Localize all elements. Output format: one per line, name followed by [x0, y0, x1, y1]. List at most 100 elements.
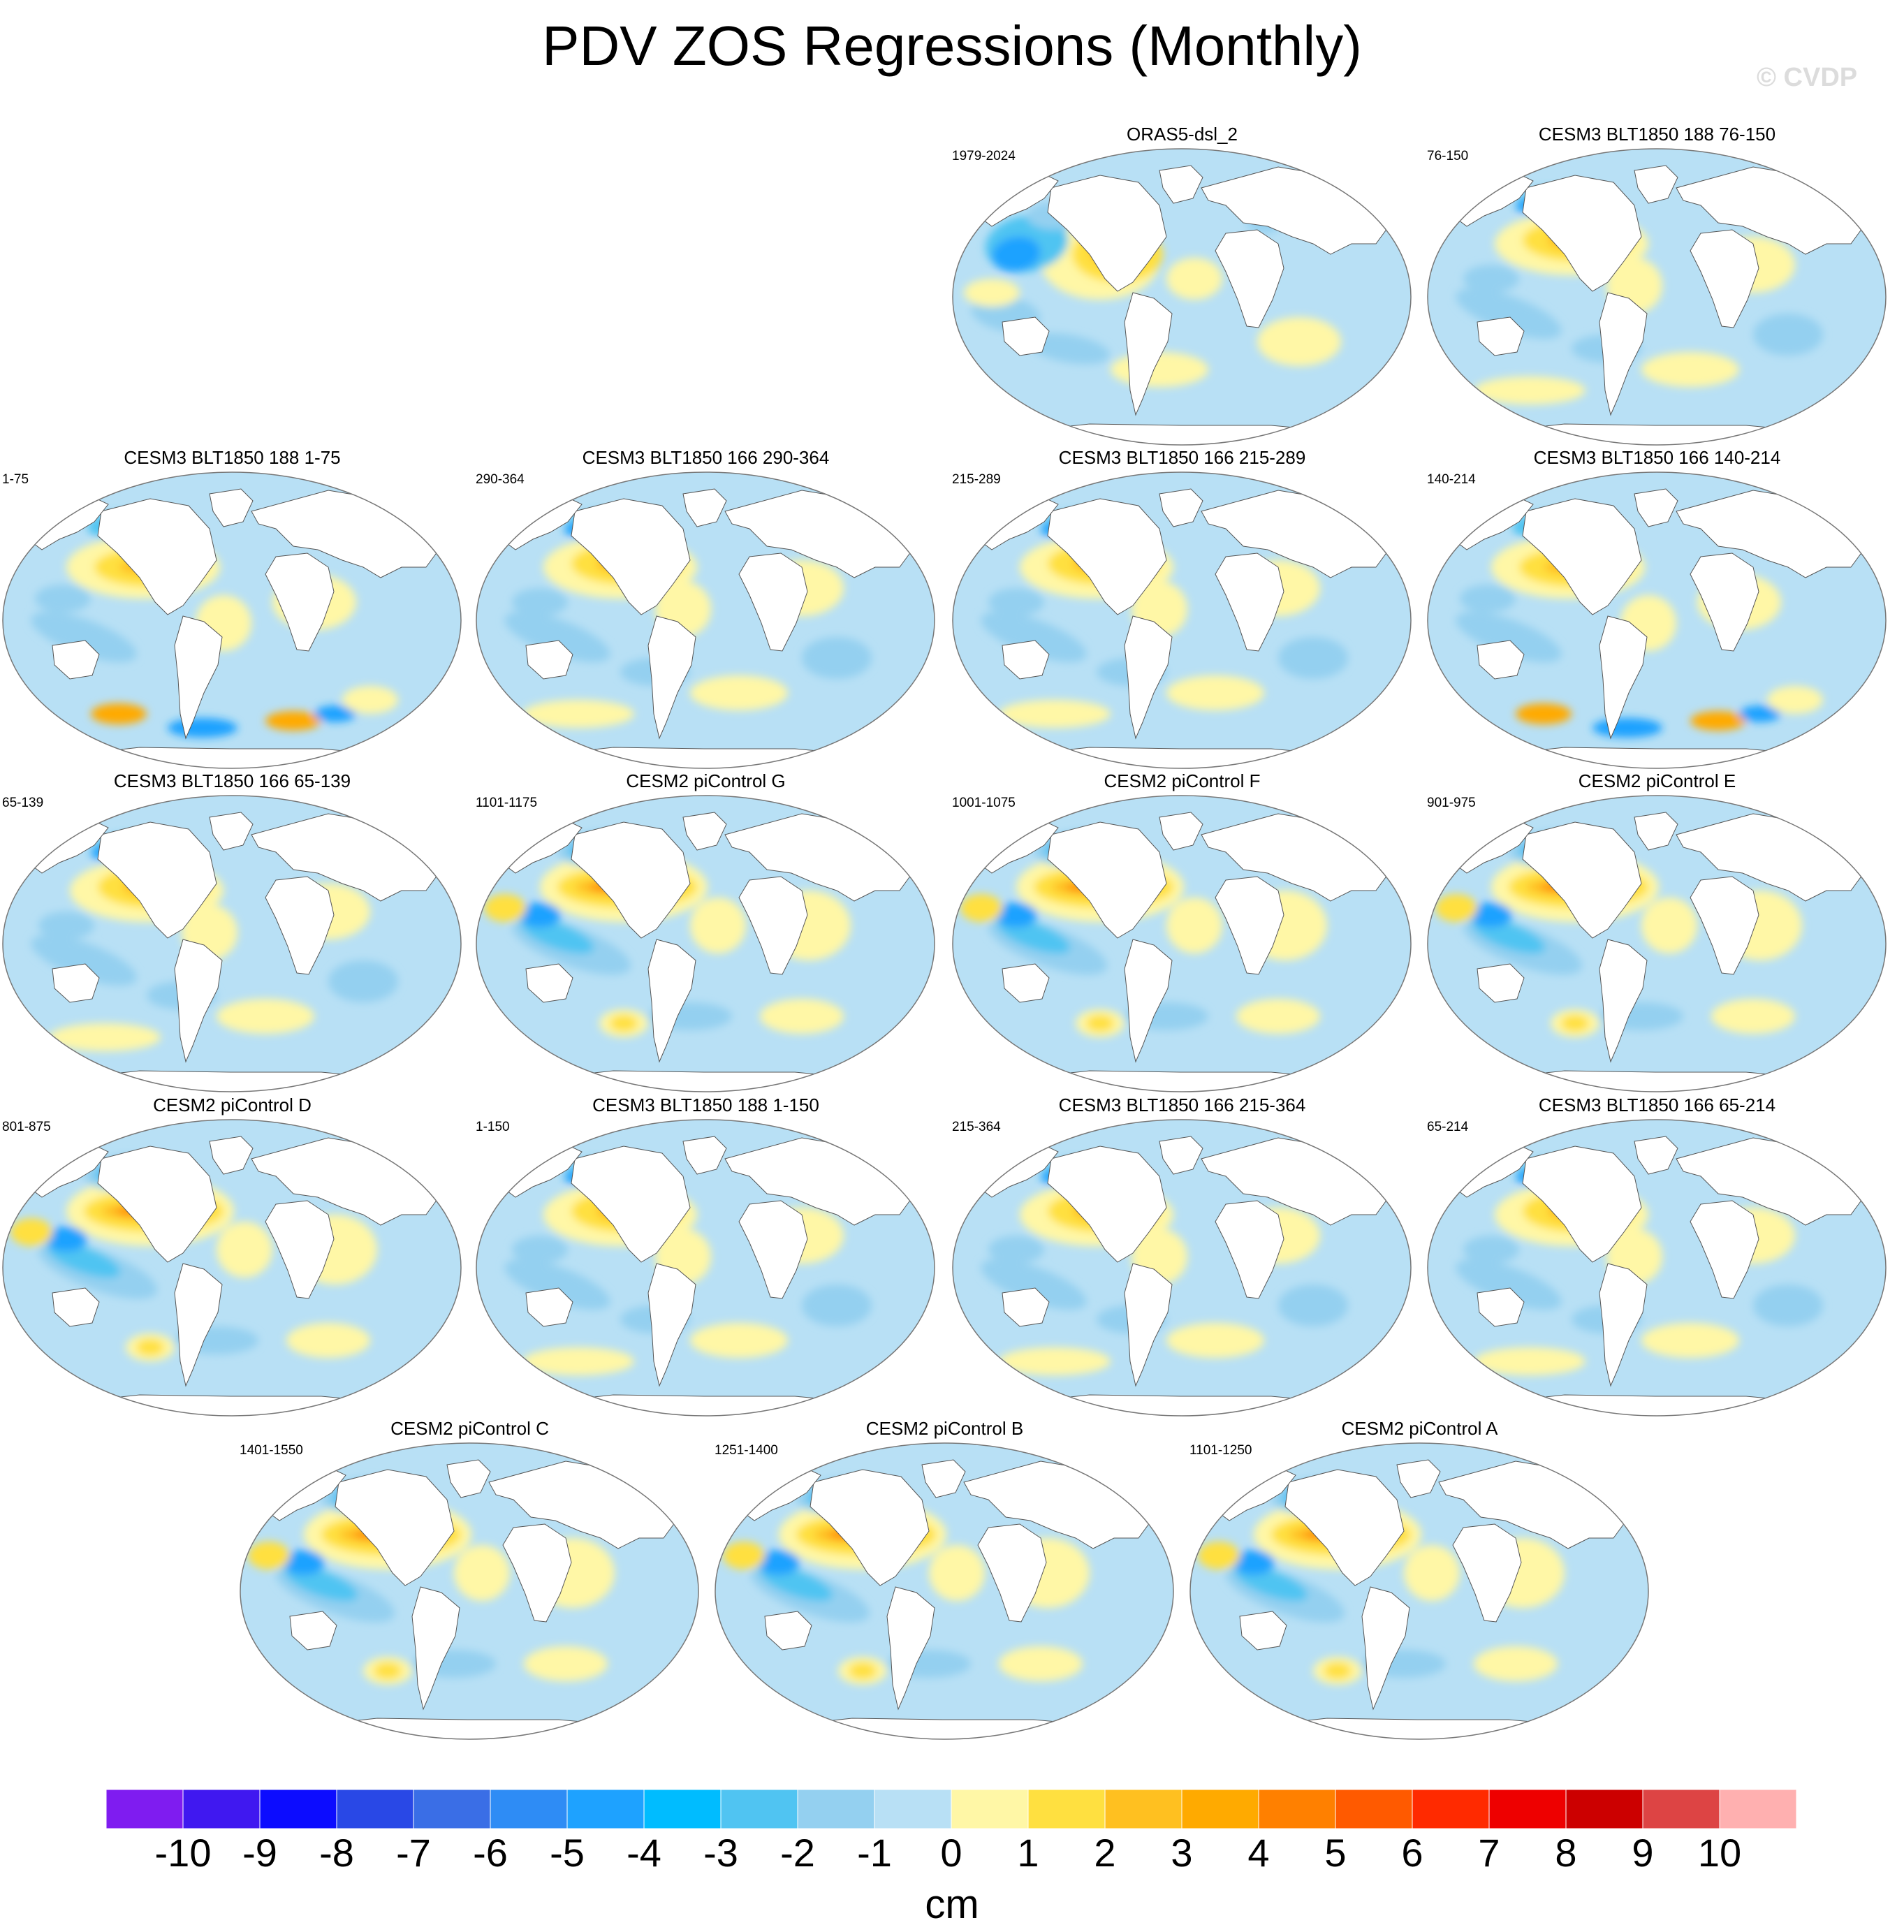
land-mass — [921, 1459, 966, 1498]
anomaly-region — [723, 1542, 765, 1569]
land-mass — [1634, 1136, 1678, 1175]
anomaly-region — [999, 700, 1111, 728]
land-mass — [647, 1263, 696, 1387]
ocean-field — [1428, 1120, 1886, 1416]
anomaly-region — [10, 1218, 52, 1246]
colorbar-tick-label: -9 — [242, 1831, 277, 1873]
land-mass — [1487, 423, 1824, 445]
land-mass — [1690, 229, 1759, 328]
anomaly-region — [35, 585, 91, 613]
land-mass — [810, 1469, 930, 1586]
ocean-field — [476, 796, 935, 1092]
ocean-field — [953, 1120, 1411, 1416]
anomaly-region — [1404, 1545, 1460, 1601]
colorbar-swatch — [413, 1790, 491, 1829]
anomaly-region — [91, 703, 147, 724]
world-map — [476, 471, 935, 769]
colorbar-swatch — [797, 1790, 875, 1829]
panel-period: 1251-1400 — [715, 1443, 778, 1458]
anomaly-region — [49, 1023, 161, 1051]
colorbar-tick-label: -7 — [396, 1831, 431, 1873]
ocean-field — [953, 149, 1411, 445]
world-map — [1427, 795, 1887, 1092]
colorbar-swatch — [951, 1790, 1029, 1829]
land-mass — [738, 552, 808, 652]
panel-period: 76-150 — [1427, 149, 1469, 163]
ocean-field — [715, 1443, 1173, 1739]
land-mass — [174, 939, 223, 1063]
land-mass — [738, 1200, 808, 1299]
anomaly-region — [136, 1339, 164, 1356]
world-map — [952, 795, 1412, 1092]
map-border — [1427, 795, 1887, 1092]
land-mass — [502, 1523, 572, 1623]
panel-title: CESM3 BLT1850 166 65-139 — [113, 770, 351, 791]
land-mass — [1599, 615, 1648, 740]
anomaly-region — [1690, 711, 1746, 731]
panel-title: CESM2 piControl C — [390, 1418, 549, 1439]
map-panel: CESM2 piControl E 901-975 — [1425, 770, 1889, 1095]
anomaly-region — [504, 1259, 610, 1310]
land-mass — [1047, 1146, 1167, 1263]
colorbar-swatch — [490, 1790, 568, 1829]
anomaly-region — [802, 637, 872, 679]
panel-title: ORAS5-dsl_2 — [1127, 124, 1238, 145]
land-mass — [1159, 488, 1203, 527]
land-mass — [1124, 615, 1173, 740]
land-mass — [1690, 552, 1759, 652]
ocean-field — [1190, 1443, 1648, 1739]
anomaly-region — [988, 1236, 1044, 1264]
colorbar-swatch — [1335, 1790, 1413, 1829]
land-mass — [1047, 821, 1167, 939]
land-mass — [411, 1586, 460, 1711]
anomaly-region — [1463, 265, 1519, 293]
colorbar-tick-label: 3 — [1171, 1831, 1192, 1873]
land-mass — [647, 615, 696, 740]
anomaly-region — [1456, 288, 1562, 339]
ocean-field — [3, 1120, 461, 1416]
map-border — [1427, 471, 1887, 769]
anomaly-region — [286, 1323, 370, 1358]
world-map — [715, 1442, 1174, 1740]
map-border — [2, 471, 462, 769]
land-mass — [174, 1263, 223, 1387]
land-mass — [1487, 747, 1824, 768]
colorbar-swatch — [1488, 1790, 1567, 1829]
panel-period: 65-139 — [2, 796, 44, 810]
land-mass — [1239, 1611, 1287, 1651]
anomaly-region — [690, 1323, 788, 1358]
anomaly-region — [454, 1545, 510, 1601]
map-panel: CESM2 piControl C 1401-1550 — [237, 1418, 702, 1743]
land-mass — [536, 1070, 872, 1092]
map-border — [952, 1119, 1412, 1417]
anomaly-region — [522, 1347, 634, 1375]
land-mass — [525, 963, 573, 1003]
land-mass — [1124, 939, 1173, 1063]
panel-title: CESM2 piControl E — [1578, 770, 1736, 791]
anomaly-region — [1753, 1285, 1823, 1326]
anomaly-region — [484, 894, 526, 922]
colorbar-tick-label: 4 — [1247, 1831, 1269, 1873]
colorbar-swatch — [1565, 1790, 1643, 1829]
anomaly-region — [929, 1545, 985, 1601]
land-mass — [97, 1146, 217, 1263]
colorbar-tick-label: 9 — [1632, 1831, 1653, 1873]
panel-period: 65-214 — [1427, 1120, 1469, 1134]
colorbar-tick-label: 10 — [1698, 1831, 1741, 1873]
land-mass — [886, 1586, 935, 1711]
map-panel: CESM3 BLT1850 188 1-150 1-150 — [474, 1095, 938, 1419]
ocean-field — [3, 472, 461, 768]
land-mass — [738, 876, 808, 975]
anomaly-region — [1753, 314, 1823, 356]
anomaly-region — [512, 1236, 568, 1264]
land-mass — [1690, 1200, 1759, 1299]
anomaly-region — [328, 960, 398, 1002]
map-panel: CESM3 BLT1850 188 1-75 1-75 — [0, 447, 464, 772]
anomaly-region — [342, 686, 398, 714]
anomaly-region — [849, 1662, 877, 1679]
colorbar-swatch — [1412, 1790, 1490, 1829]
colorbar-swatch — [874, 1790, 952, 1829]
land-mass — [1002, 963, 1050, 1003]
land-mass — [1396, 1459, 1441, 1498]
land-mass — [682, 488, 727, 527]
